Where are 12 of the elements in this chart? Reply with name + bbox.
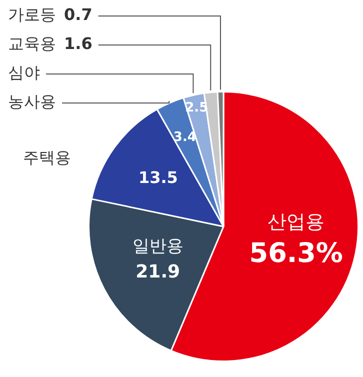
data-label: 21.9 [136, 262, 180, 283]
slice-label: 산업용 [268, 211, 325, 234]
slice-label: 가로등 [8, 5, 56, 24]
data-label: 13.5 [138, 168, 178, 187]
slice-label: 농사용 [8, 92, 56, 112]
slice-label: 심야 [8, 63, 40, 82]
slice-label: 교육용 [8, 34, 56, 54]
slice-label: 일반용 [132, 236, 184, 256]
data-label: 0.7 [64, 5, 92, 24]
data-label: 1.6 [64, 34, 92, 54]
slice-label: 주택용 [22, 148, 71, 168]
data-label: 56.3% [249, 238, 343, 270]
